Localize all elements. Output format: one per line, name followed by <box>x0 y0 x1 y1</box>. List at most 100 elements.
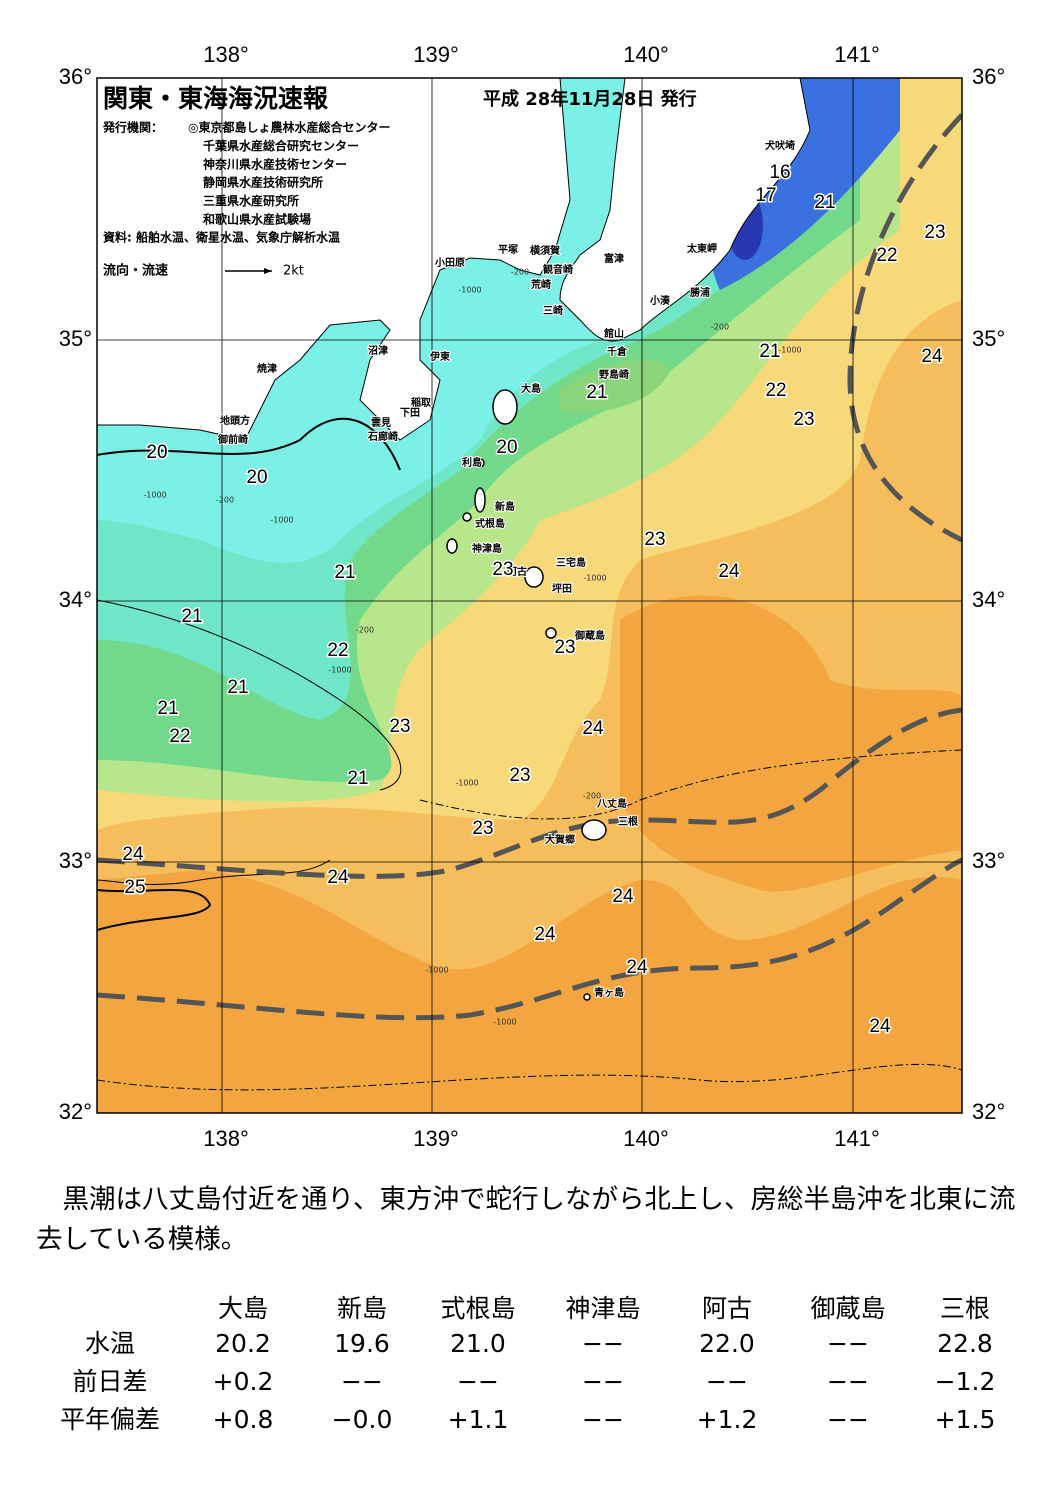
table-cell: −− <box>827 1405 869 1434</box>
depth-label: -1000 <box>778 346 801 355</box>
temperature-label: 24 <box>582 718 604 739</box>
lat-label-left: 32° <box>59 1099 92 1124</box>
temperature-label: 23 <box>509 765 530 786</box>
place-name: 稲取 <box>411 396 432 409</box>
table-cell: 22.0 <box>699 1329 755 1358</box>
land <box>97 78 811 441</box>
map-title: 関東・東海海況速報 <box>103 84 329 113</box>
table-cell: −− <box>827 1367 869 1396</box>
place-name: 大島 <box>521 382 541 395</box>
temperature-label: 21 <box>334 562 355 583</box>
map-area <box>97 78 962 1113</box>
place-name: 阿古 <box>507 565 527 578</box>
lon-label-bottom: 139° <box>413 1126 459 1151</box>
depth-label: -200 <box>711 323 729 332</box>
lon-label-bottom: 140° <box>623 1126 669 1151</box>
depth-label: -200 <box>511 268 529 277</box>
lat-label-left: 35° <box>59 326 92 351</box>
data-sources: 資料: 船舶水温、衛星水温、気象庁解析水温 <box>103 230 340 245</box>
depth-label: -200 <box>356 626 374 635</box>
table-cell: +0.2 <box>213 1367 274 1396</box>
place-name: 横須賀 <box>530 244 560 257</box>
lon-label-top: 138° <box>203 42 249 67</box>
temperature-label: 21 <box>814 192 835 213</box>
temperature-label: 22 <box>169 726 190 747</box>
table-cell: −− <box>706 1367 748 1396</box>
sea-temperature-map: 関東・東海海況速報 平成 28年11月28日 発行 発行機関： 資料: 船舶水温… <box>59 42 1006 1151</box>
place-name: 焼津 <box>257 362 277 375</box>
lat-label-left: 33° <box>59 848 92 873</box>
table-header: 御蔵島 <box>810 1294 885 1323</box>
table-cell: +0.8 <box>213 1405 274 1434</box>
place-name: 勝浦 <box>690 286 710 299</box>
table-cell: −− <box>827 1329 869 1358</box>
place-name: 雲見 <box>371 417 391 429</box>
place-name: 三宅島 <box>556 556 586 569</box>
depth-label: -1000 <box>583 574 606 583</box>
sea-21-patch <box>560 359 670 413</box>
temperature-label: 24 <box>327 867 349 888</box>
temperature-label: 24 <box>869 1016 891 1037</box>
temperature-label: 22 <box>327 640 348 661</box>
temperature-label: 21 <box>586 382 607 403</box>
place-name: 野島崎 <box>599 368 629 381</box>
table-header: 神津島 <box>565 1294 640 1323</box>
issuer: ◎東京都島しょ農林水産総合センター <box>188 120 390 135</box>
temperature-label: 23 <box>644 529 665 550</box>
temperature-label: 21 <box>759 341 780 362</box>
lon-label-bottom: 141° <box>834 1126 880 1151</box>
lat-label-right: 33° <box>972 848 1005 873</box>
temperature-label: 21 <box>181 606 202 627</box>
temperature-label: 17 <box>755 185 776 206</box>
table-cell: −− <box>582 1405 624 1434</box>
temperature-label: 20 <box>496 437 517 458</box>
temperature-label: 24 <box>122 844 144 865</box>
legend-scale: 2kt <box>283 264 304 279</box>
place-name: 石廊崎 <box>367 430 398 443</box>
depth-label: -1000 <box>143 491 166 500</box>
temperature-label: 20 <box>146 442 167 463</box>
temperature-label: 21 <box>157 698 178 719</box>
place-name: 大賀郷 <box>545 833 575 846</box>
table-cell: +1.5 <box>935 1405 996 1434</box>
place-name: 坪田 <box>552 582 572 595</box>
issuer: 静岡県水産技術研究所 <box>203 175 323 190</box>
table-header: 大島 <box>218 1294 268 1323</box>
place-name: 小田原 <box>434 256 465 269</box>
table-header: 式根島 <box>440 1294 515 1323</box>
place-name: 御前崎 <box>217 433 248 446</box>
lon-label-top: 140° <box>623 42 669 67</box>
summary-text: 黒潮は八丈島付近を通り、東方沖で蛇行しながら北上し、房総半島沖を北東に流去してい… <box>36 1184 1016 1255</box>
table-cell: 22.8 <box>937 1329 993 1358</box>
table-cell: 21.0 <box>450 1329 506 1358</box>
lon-label-top: 139° <box>413 42 459 67</box>
place-name: 三崎 <box>543 304 563 317</box>
place-name: 観音崎 <box>543 263 573 276</box>
issuers-label: 発行機関： <box>102 120 163 135</box>
temperature-label: 23 <box>924 222 945 243</box>
temperature-label: 25 <box>124 877 145 898</box>
depth-label: -1000 <box>458 286 481 295</box>
temperature-label: 24 <box>612 886 634 907</box>
place-name: 新島 <box>495 500 515 513</box>
place-name: 平塚 <box>498 243 518 256</box>
table-cell: −− <box>341 1367 383 1396</box>
lat-label-left: 36° <box>59 64 92 89</box>
temperature-label: 24 <box>921 346 943 367</box>
lat-label-right: 36° <box>972 64 1005 89</box>
contours <box>97 417 962 1091</box>
temperature-label: 23 <box>472 818 493 839</box>
table-cell: −− <box>457 1367 499 1396</box>
graticule <box>97 78 962 1113</box>
depth-label: -1000 <box>425 966 448 975</box>
temperature-label: 21 <box>347 768 368 789</box>
place-name: 館山 <box>603 327 624 340</box>
lon-label-bottom: 138° <box>203 1126 249 1151</box>
temperature-label: 21 <box>227 677 248 698</box>
row-label: 前日差 <box>72 1367 147 1396</box>
depth-label: -1000 <box>455 779 478 788</box>
legend-arrowhead <box>264 268 272 274</box>
table-cell: −0.0 <box>332 1405 393 1434</box>
